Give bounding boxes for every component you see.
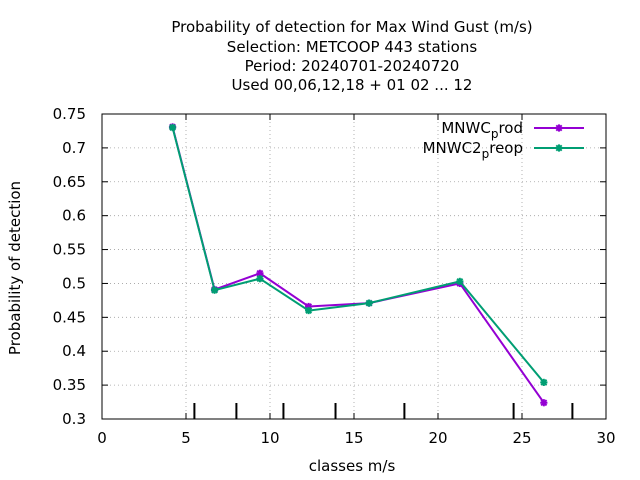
legend-entry-2: MNWC2preop bbox=[423, 139, 584, 161]
data-point bbox=[365, 299, 373, 307]
title-line-1: Probability of detection for Max Wind Gu… bbox=[171, 18, 532, 36]
legend-label: MNWCprod bbox=[441, 119, 523, 141]
legend-entry-1: MNWCprod bbox=[441, 119, 584, 141]
legend-marker bbox=[555, 144, 563, 152]
x-tick-label: 10 bbox=[260, 429, 279, 447]
y-tick-label: 0.7 bbox=[62, 139, 86, 157]
y-tick-label: 0.35 bbox=[53, 376, 86, 394]
y-tick-label: 0.3 bbox=[62, 410, 86, 428]
x-tick-label: 5 bbox=[181, 429, 191, 447]
y-tick-label: 0.4 bbox=[62, 342, 86, 360]
class-boundary-marks bbox=[193, 403, 574, 419]
y-axis-ticks: 0.3 0.35 0.4 0.45 0.5 0.55 0.6 0.65 0.7 0.75 bbox=[53, 105, 606, 428]
data-point bbox=[305, 306, 313, 315]
series-line bbox=[171, 127, 545, 384]
data-point bbox=[210, 286, 219, 294]
data-point bbox=[168, 123, 177, 132]
y-axis-label: Probability of detection bbox=[6, 181, 24, 355]
x-tick-label: 20 bbox=[428, 429, 447, 447]
x-tick-label: 25 bbox=[512, 429, 531, 447]
title-line-3: Period: 20240701-20240720 bbox=[245, 57, 460, 75]
data-point bbox=[540, 399, 548, 407]
legend-marker bbox=[555, 124, 563, 132]
x-tick-label: 15 bbox=[344, 429, 363, 447]
data-point bbox=[540, 378, 548, 386]
series-line bbox=[171, 126, 545, 404]
title-line-2: Selection: METCOOP 443 stations bbox=[227, 38, 478, 56]
x-tick-label: 30 bbox=[596, 429, 615, 447]
data-point bbox=[456, 277, 464, 286]
data-point bbox=[256, 275, 264, 283]
series-1 bbox=[168, 123, 548, 407]
y-tick-label: 0.6 bbox=[62, 207, 86, 225]
x-tick-label: 0 bbox=[97, 429, 107, 447]
y-tick-label: 0.5 bbox=[62, 274, 86, 292]
legend-label: MNWC2preop bbox=[423, 139, 523, 161]
x-axis-label: classes m/s bbox=[309, 457, 396, 475]
x-axis-ticks: 0 5 10 15 20 25 30 bbox=[97, 114, 616, 447]
title-line-4: Used 00,06,12,18 + 01 02 ... 12 bbox=[232, 76, 473, 94]
chart-title: Probability of detection for Max Wind Gu… bbox=[171, 18, 532, 94]
series-lines bbox=[168, 123, 548, 407]
y-tick-label: 0.65 bbox=[53, 173, 86, 191]
series-2 bbox=[168, 123, 548, 386]
y-tick-label: 0.75 bbox=[53, 105, 86, 123]
y-tick-label: 0.55 bbox=[53, 241, 86, 259]
grid bbox=[101, 113, 607, 420]
y-tick-label: 0.45 bbox=[53, 308, 86, 326]
